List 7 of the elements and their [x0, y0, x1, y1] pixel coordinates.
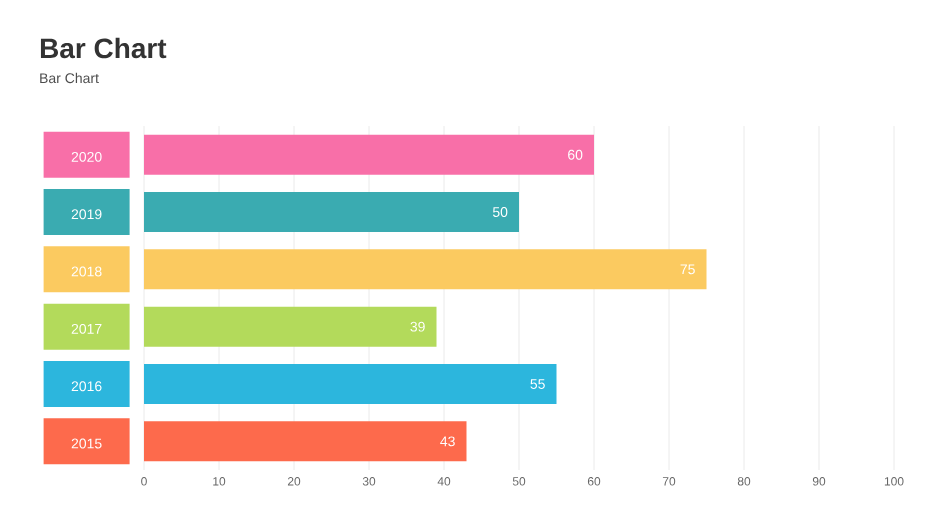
- bar: [144, 364, 557, 405]
- bar: [144, 134, 595, 175]
- bar: [144, 306, 437, 347]
- bar: [144, 192, 519, 233]
- bar: [144, 421, 467, 462]
- bar: [144, 249, 707, 290]
- chart-title: Bar Chart: [40, 37, 167, 59]
